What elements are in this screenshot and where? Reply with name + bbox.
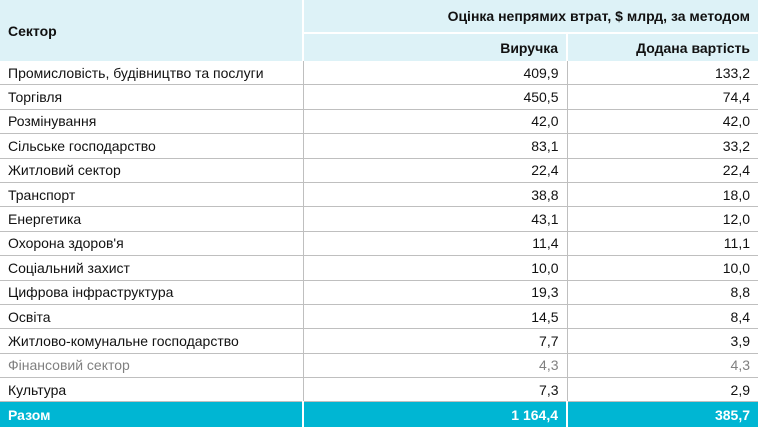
table-row: Житлово-комунальне господарство 7,7 3,9 — [0, 328, 759, 354]
value-cell: 11,4 — [302, 231, 567, 257]
table-row: Торгівля 450,5 74,4 — [0, 84, 759, 110]
value-cell: 133,2 — [566, 61, 759, 86]
table-row: Цифрова інфраструктура 19,3 8,8 — [0, 280, 759, 305]
value-cell: 2,9 — [566, 377, 759, 403]
sector-name: Торгівля — [0, 84, 303, 110]
value-cell: 10,0 — [302, 255, 567, 281]
table-row: Промисловість, будівництво та послуги 409… — [0, 61, 759, 86]
value-cell: 22,4 — [566, 158, 759, 183]
column-header: Виручка — [303, 33, 568, 61]
value-cell: 8,4 — [566, 304, 759, 330]
loss-table: Сектор Оцінка непрямих втрат, $ млрд, за… — [0, 0, 759, 428]
table-body: Промисловість, будівництво та послуги 409… — [0, 61, 759, 403]
value-cell: 11,1 — [566, 231, 759, 257]
value-cell: 12,0 — [566, 206, 759, 232]
total-label: Разом — [0, 401, 303, 428]
total-row: Разом 1 164,4 385,7 — [0, 401, 759, 428]
value-cell: 10,0 — [566, 255, 759, 281]
table-row: Енергетика 43,1 12,0 — [0, 206, 759, 232]
column-header: Додана вартість — [567, 33, 759, 61]
value-cell: 7,7 — [302, 328, 567, 354]
value-cell: 14,5 — [302, 304, 567, 330]
value-cell: 22,4 — [302, 158, 567, 183]
table-row: Фінансовий сектор 4,3 4,3 — [0, 353, 759, 379]
value-cell: 33,2 — [566, 133, 759, 159]
value-cell: 42,0 — [566, 109, 759, 135]
table-row: Сільське господарство 83,1 33,2 — [0, 133, 759, 159]
value-cell: 19,3 — [302, 280, 567, 305]
sector-name: Соціальний захист — [0, 255, 303, 281]
sector-name: Цифрова інфраструктура — [0, 280, 303, 305]
sector-name: Культура — [0, 377, 303, 403]
value-cell: 43,1 — [302, 206, 567, 232]
sector-name: Житловий сектор — [0, 158, 303, 183]
sector-name: Охорона здоров'я — [0, 231, 303, 257]
value-cell: 4,3 — [566, 353, 759, 379]
sector-name: Освіта — [0, 304, 303, 330]
value-cell: 409,9 — [302, 61, 567, 86]
sector-name: Розмінування — [0, 109, 303, 135]
value-cell: 74,4 — [566, 84, 759, 110]
table-row: Освіта 14,5 8,4 — [0, 304, 759, 330]
value-cell: 38,8 — [302, 182, 567, 208]
value-cell: 3,9 — [566, 328, 759, 354]
table-row: Транспорт 38,8 18,0 — [0, 182, 759, 208]
sector-name: Транспорт — [0, 182, 303, 208]
value-cell: 7,3 — [302, 377, 567, 403]
sector-name: Житлово-комунальне господарство — [0, 328, 303, 354]
value-cell: 18,0 — [566, 182, 759, 208]
table-row: Культура 7,3 2,9 — [0, 377, 759, 403]
table-row: Розмінування 42,0 42,0 — [0, 109, 759, 135]
sector-name: Енергетика — [0, 206, 303, 232]
value-cell: 450,5 — [302, 84, 567, 110]
value-cell: 8,8 — [566, 280, 759, 305]
table-row: Соціальний захист 10,0 10,0 — [0, 255, 759, 281]
total-value: 385,7 — [565, 401, 759, 428]
total-value: 1 164,4 — [302, 401, 567, 428]
value-cell: 4,3 — [302, 353, 567, 379]
value-cell: 83,1 — [302, 133, 567, 159]
sector-header: Сектор — [0, 0, 304, 61]
table-row: Охорона здоров'я 11,4 11,1 — [0, 231, 759, 257]
sector-name: Промисловість, будівництво та послуги — [0, 61, 303, 86]
group-header: Оцінка непрямих втрат, $ млрд, за методо… — [303, 0, 759, 34]
value-cell: 42,0 — [302, 109, 567, 135]
table-row: Житловий сектор 22,4 22,4 — [0, 158, 759, 183]
sector-name: Фінансовий сектор — [0, 353, 303, 379]
sector-name: Сільське господарство — [0, 133, 303, 159]
